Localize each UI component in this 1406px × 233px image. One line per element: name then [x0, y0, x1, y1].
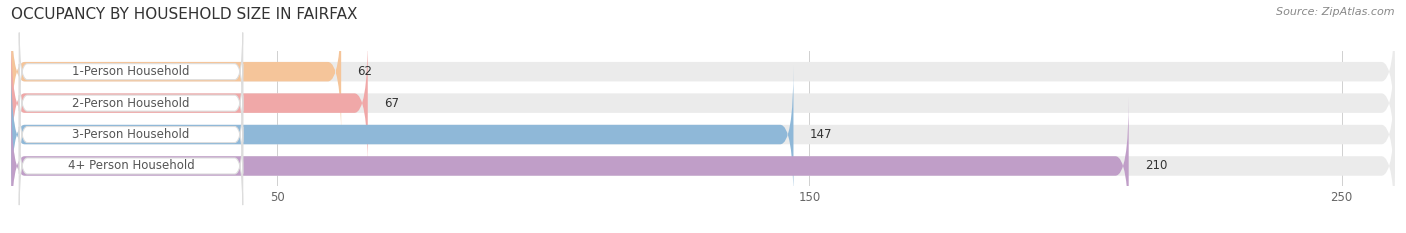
- Text: Source: ZipAtlas.com: Source: ZipAtlas.com: [1277, 7, 1395, 17]
- Text: OCCUPANCY BY HOUSEHOLD SIZE IN FAIRFAX: OCCUPANCY BY HOUSEHOLD SIZE IN FAIRFAX: [11, 7, 357, 22]
- FancyBboxPatch shape: [11, 34, 1395, 172]
- Text: 67: 67: [384, 97, 399, 110]
- Text: 62: 62: [357, 65, 373, 78]
- Text: 2-Person Household: 2-Person Household: [72, 97, 190, 110]
- FancyBboxPatch shape: [11, 3, 1395, 140]
- FancyBboxPatch shape: [11, 66, 793, 203]
- Text: 4+ Person Household: 4+ Person Household: [67, 159, 194, 172]
- Text: 210: 210: [1144, 159, 1167, 172]
- FancyBboxPatch shape: [11, 97, 1395, 233]
- FancyBboxPatch shape: [11, 34, 368, 172]
- FancyBboxPatch shape: [11, 97, 1129, 233]
- Text: 1-Person Household: 1-Person Household: [72, 65, 190, 78]
- FancyBboxPatch shape: [20, 33, 243, 111]
- Text: 3-Person Household: 3-Person Household: [72, 128, 190, 141]
- FancyBboxPatch shape: [11, 3, 342, 140]
- FancyBboxPatch shape: [20, 127, 243, 205]
- FancyBboxPatch shape: [11, 66, 1395, 203]
- FancyBboxPatch shape: [20, 96, 243, 174]
- Text: 147: 147: [810, 128, 832, 141]
- FancyBboxPatch shape: [20, 64, 243, 142]
